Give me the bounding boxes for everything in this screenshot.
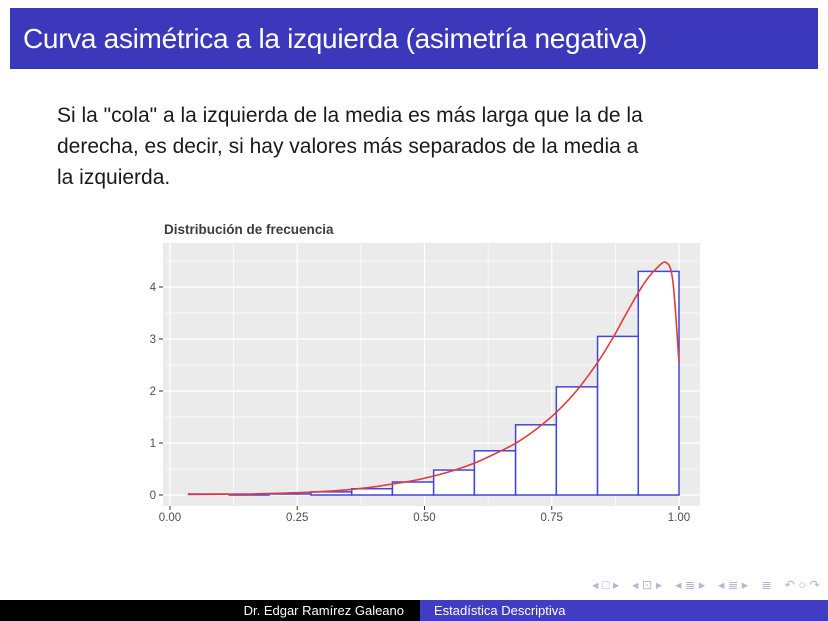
density-curve <box>187 261 680 496</box>
histogram-bar <box>555 386 599 496</box>
nav-overlay-icon[interactable]: ◂ ⊡ ▸ <box>632 578 663 592</box>
slide-title: Curva asimétrica a la izquierda (asimetr… <box>23 22 647 54</box>
y-axis-label: 4 <box>150 282 157 294</box>
nav-frame-icon[interactable]: ◂ □ ▸ <box>592 578 620 592</box>
footline-author: Dr. Edgar Ramírez Galeano <box>0 600 420 621</box>
histogram-bar <box>350 488 394 496</box>
histogram-bar <box>637 270 680 496</box>
nav-section-icon[interactable]: ◂ ≣ ▸ <box>675 578 706 592</box>
body-line: Si la "cola" a la izquierda de la media … <box>57 104 643 127</box>
nav-subsection-icon[interactable]: ◂ ≣ ▸ <box>718 578 749 592</box>
y-axis-label: 1 <box>150 438 156 450</box>
histogram-bar <box>391 481 435 496</box>
histogram-bar <box>514 424 558 496</box>
histogram-bar <box>596 335 640 496</box>
x-axis-label: 1.00 <box>668 512 690 524</box>
x-axis-label: 0.75 <box>541 512 563 524</box>
x-axis-label: 0.50 <box>413 512 435 524</box>
chart-title: Distribución de frecuencia <box>164 222 334 237</box>
nav-presentation-icon[interactable]: ≣ <box>761 578 772 592</box>
y-axis-label: 2 <box>150 386 156 398</box>
slide-title-bar: Curva asimétrica a la izquierda (asimetr… <box>10 8 818 69</box>
x-axis-label: 0.25 <box>286 512 308 524</box>
slide-body-text: Si la "cola" a la izquierda de la media … <box>57 100 757 193</box>
body-line: derecha, es decir, si hay valores más se… <box>57 135 639 158</box>
frequency-distribution-chart: 0.00 0.25 0.50 0.75 1.00 0 1 2 3 4 Distribución de… <box>140 218 715 528</box>
y-axis-label: 0 <box>150 490 156 502</box>
chart-svg: 0.00 0.25 0.50 0.75 1.00 0 1 2 3 4 Distribución de… <box>150 222 700 524</box>
histogram-bar <box>473 450 517 496</box>
body-line: la izquierda. <box>57 166 171 189</box>
x-axis-label: 0.00 <box>159 512 181 524</box>
footline: Dr. Edgar Ramírez Galeano Estadística De… <box>0 600 828 621</box>
y-axis-label: 3 <box>150 334 156 346</box>
beamer-navigation-bar: ◂ □ ▸ ◂ ⊡ ▸ ◂ ≣ ▸ ◂ ≣ ▸ ≣ ↶ ○ ↷ <box>592 577 820 593</box>
nav-back-search-forward-icons[interactable]: ↶ ○ ↷ <box>784 578 820 592</box>
footline-subject: Estadística Descriptiva <box>420 600 828 621</box>
